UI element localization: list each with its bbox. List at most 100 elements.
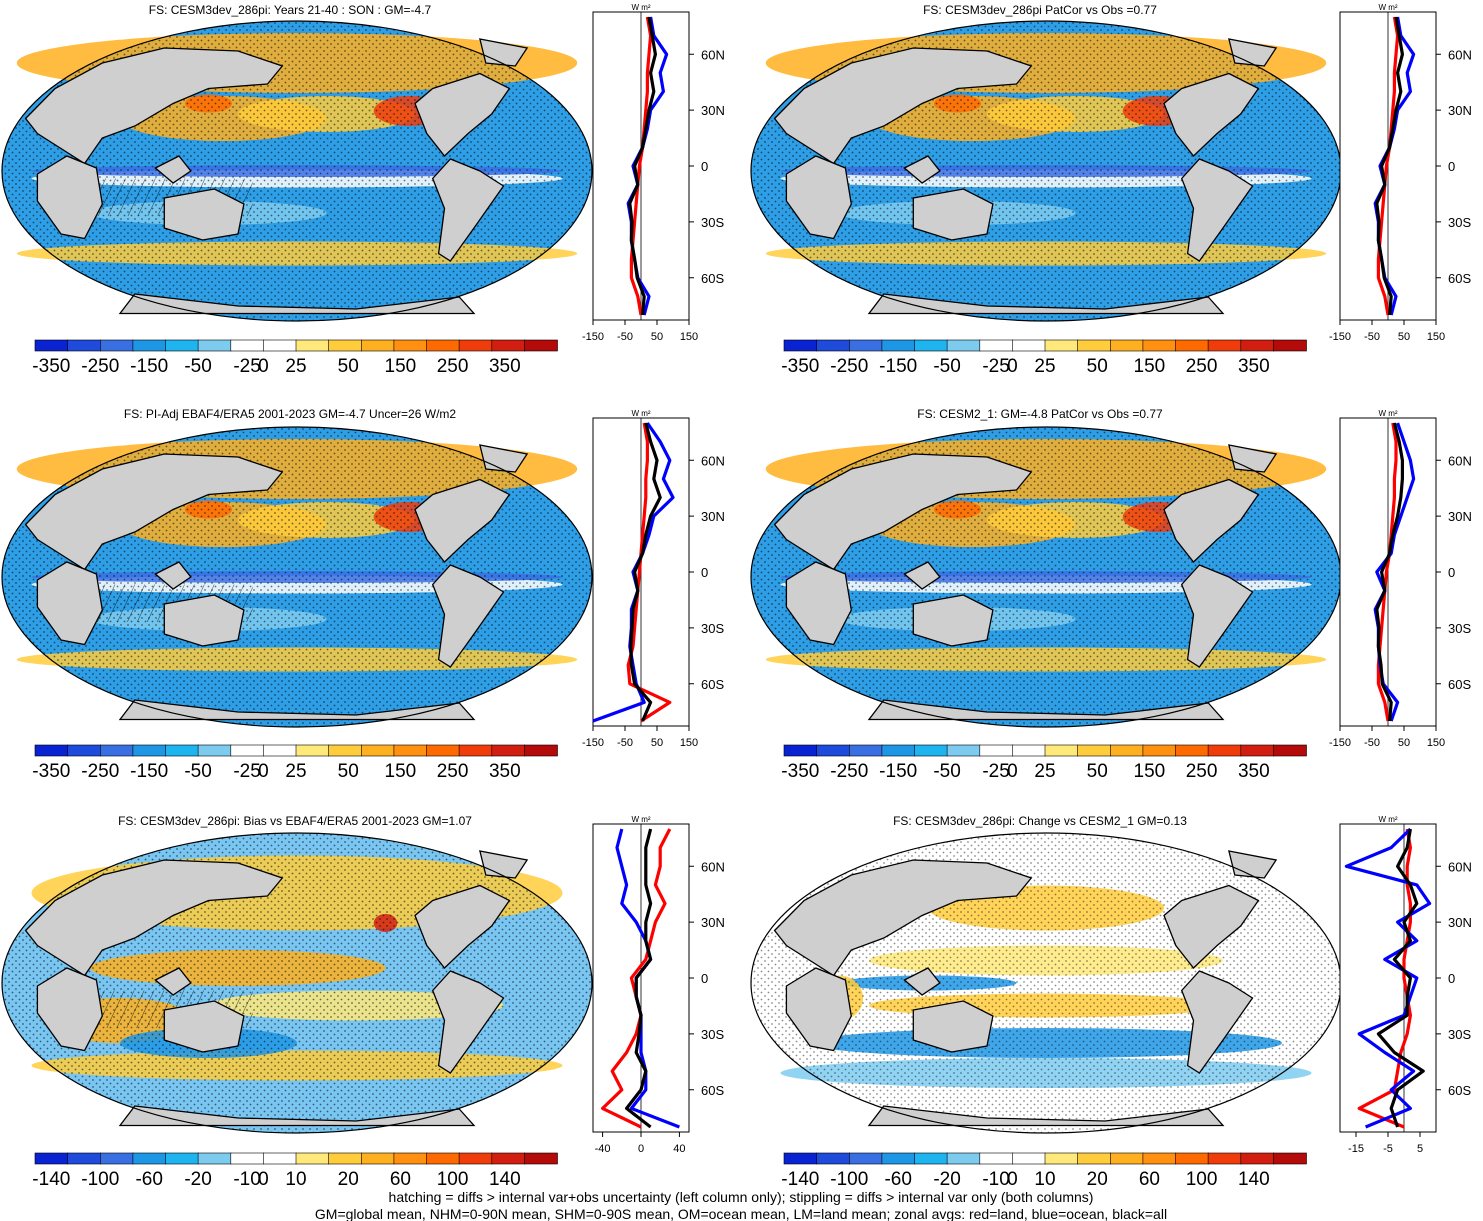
land-mass [1228,850,1278,879]
colorbar-swatch [426,744,460,757]
colorbar-swatch [426,1152,460,1165]
colorbar-tick-label: 150 [1134,356,1166,377]
colorbar-tick-label: 350 [1238,761,1270,782]
colorbar-swatch [914,744,948,757]
colorbar-tick-label: -250 [830,356,868,377]
zonal-x-tick-label: -50 [617,737,633,749]
colorbar: -350 -250 -150 -50 -250 25 50 150 250 350 [32,744,558,782]
colorbar-swatch [849,339,883,352]
colorbar-tick-label: 25 [1034,356,1055,377]
land-mass [36,967,103,1052]
colorbar-swatch [295,339,330,352]
colorbar-swatch [783,339,818,352]
panel-5: FS: CESM3dev_286pi: Bias vs EBAF4/ERA5 2… [1,814,725,1190]
colorbar-tick-label: -100 [81,1169,119,1190]
colorbar-swatch [197,744,232,757]
colorbar-swatch [426,339,460,352]
zonal-units-label: W m² [1378,3,1397,12]
colorbar-tick-label: -50 [184,356,211,377]
world-map [1,832,593,1134]
colorbar-tick-label: -60 [884,1169,911,1190]
lat-tick-label: 30N [1448,509,1472,524]
colorbar-swatch [328,744,363,757]
colorbar-tick-label: 350 [1238,356,1270,377]
colorbar-swatch [979,744,1014,757]
zonal-x-tick-label: -150 [1329,737,1351,749]
colorbar-swatch [491,744,526,757]
colorbar-tick-label: 100 [437,1169,469,1190]
colorbar-tick-label: 250 [437,761,469,782]
colorbar-tick-label: 100 [1186,1169,1218,1190]
colorbar-swatch [197,1152,232,1165]
colorbar-swatch [524,339,558,352]
colorbar-swatch [34,1152,69,1165]
zonal-mean-plot: W m² 60N 30N 0 30S 60S -15 -5 5 [1339,815,1472,1155]
colorbar-tick-label: -10 [233,1169,260,1190]
zonal-mean-plot: W m² 60N 30N 0 30S 60S -150 -50 50 150 [1329,409,1472,749]
colorbar-tick-label: 150 [385,761,417,782]
zonal-mean-plot: W m² 60N 30N 0 30S 60S -150 -50 50 150 [1329,3,1472,343]
colorbar-swatch [360,339,395,352]
colorbar-tick-label: 0 [1007,1169,1018,1190]
zonal-mean-plot: W m² 60N 30N 0 30S 60S -150 -50 50 150 [582,409,725,749]
colorbar-tick-label: 140 [1238,1169,1270,1190]
colorbar-tick-label: -350 [32,356,70,377]
footer-line-2: GM=global mean, NHM=0-90N mean, SHM=0-90… [315,1206,1167,1221]
colorbar-swatch [1175,1152,1209,1165]
lat-tick-label: 60S [1448,1083,1471,1098]
land-mass [1163,884,1260,969]
world-map [750,832,1342,1134]
colorbar-tick-label: 25 [1034,761,1055,782]
zonal-units-label: W m² [1378,409,1397,418]
colorbar-swatch [1273,744,1307,757]
lat-tick-label: 0 [701,159,708,174]
colorbar-swatch [458,1152,493,1165]
colorbar-swatch [67,1152,101,1165]
colorbar-swatch [1077,339,1112,352]
colorbar-swatch [914,339,948,352]
colorbar-swatch [328,1152,363,1165]
land-mass [867,293,1225,315]
lat-tick-label: 30S [701,215,724,230]
land-mass [1163,478,1260,563]
panel-title: FS: CESM2_1: GM=-4.8 PatCor vs Obs =0.77 [917,407,1163,421]
land-mass [912,594,994,647]
land-mass [24,859,284,977]
colorbar-swatch [100,339,134,352]
colorbar-swatch [1044,1152,1079,1165]
colorbar-swatch [100,744,134,757]
land-mass [414,478,511,563]
colorbar-swatch [1109,339,1144,352]
colorbar-tick-label: 350 [489,761,521,782]
colorbar-tick-label: 140 [489,1169,521,1190]
panel-title: FS: CESM3dev_286pi: Change vs CESM2_1 GM… [893,814,1187,828]
colorbar: -140 -100 -60 -20 -100 10 20 60 100 140 [781,1152,1307,1190]
lat-tick-label: 60N [1448,47,1472,62]
colorbar-tick-label: 50 [1087,356,1108,377]
colorbar-tick-label: -140 [32,1169,70,1190]
panel-1: FS: CESM3dev_286pi: Years 21-40 : SON : … [1,3,725,377]
colorbar-swatch [393,1152,428,1165]
zonal-x-tick-label: -150 [1329,331,1351,343]
colorbar-tick-label: -350 [781,356,819,377]
colorbar-tick-label: 25 [285,761,306,782]
colorbar-tick-label: 10 [1034,1169,1055,1190]
lat-tick-label: 30S [1448,215,1471,230]
zonal-x-tick-label: 50 [651,331,663,343]
zonal-line-all [1376,828,1425,1128]
panel-title: FS: PI-Adj EBAF4/ERA5 2001-2023 GM=-4.7 … [124,407,456,421]
zonal-line-land [601,828,672,1129]
land-mass [24,47,284,165]
land-mass [118,1105,476,1127]
land-mass [118,699,476,721]
land-mass [154,155,192,184]
colorbar-swatch [132,1152,167,1165]
zonal-units-label: W m² [1378,815,1397,824]
colorbar-tick-label: 50 [338,356,359,377]
colorbar-swatch [881,339,916,352]
colorbar: -140 -100 -60 -20 -100 10 20 60 100 140 [32,1152,558,1190]
zonal-x-tick-label: 5 [1417,1143,1423,1155]
colorbar-tick-label: 25 [285,356,306,377]
land-mass [431,158,505,262]
colorbar-swatch [263,339,297,352]
